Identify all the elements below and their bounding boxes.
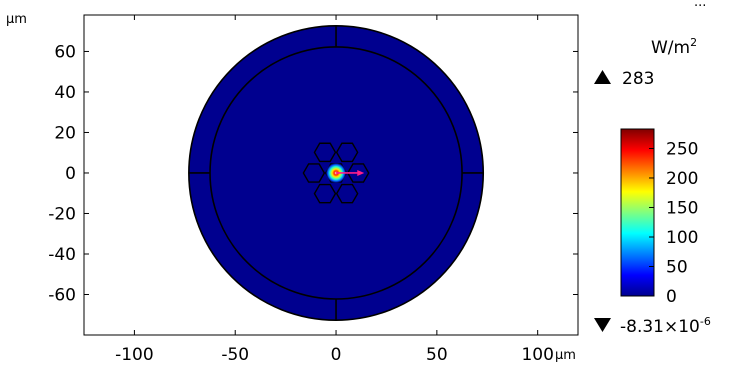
colorbar-tick-label: 200 [666,169,698,189]
axes-frame [83,14,579,336]
x-axis-ticks: -100 -50 0 50 100 [115,15,554,365]
colorbar-gradient [620,128,655,297]
plot-area [188,24,485,321]
y-axis-ticks: 60 40 20 0 -20 -40 -60 [48,42,578,305]
colorbar-tick-label: 100 [666,228,698,248]
x-tick-label: 0 [331,345,342,365]
air-hole-6 [335,183,359,204]
colorbar-tick-label: 0 [666,287,677,307]
x-tick-label: 100 [521,345,553,365]
colorbar-ticks: 250 200 150 100 50 0 [649,139,698,307]
colorbar-min-value: -8.31×10-6 [620,315,711,337]
air-hole-1 [313,142,337,163]
field-arrow-head [357,169,365,176]
colorbar: W/m2 283 250 200 150 100 50 0 -8.31×10-6 [594,36,711,337]
max-marker-icon [594,70,611,84]
corner-label: ... [694,0,706,10]
x-axis-unit: μm [555,348,576,363]
core-hexagon [324,163,348,183]
colorbar-tick-label: 150 [666,198,698,218]
colorbar-min-exp: -6 [700,315,711,328]
air-hole-5 [313,183,337,204]
y-tick-label: -60 [48,285,76,305]
air-hole-3 [302,163,326,183]
colorbar-tick-label: 250 [666,139,698,159]
colorbar-min-mantissa: -8.31×10 [620,317,700,337]
x-tick-label: -50 [221,345,249,365]
y-tick-label: 60 [54,42,76,62]
colorbar-max-value: 283 [622,69,654,89]
min-marker-icon [594,318,611,332]
y-tick-label: -40 [48,245,76,265]
x-tick-label: -100 [115,345,154,365]
y-axis-unit: μm [6,12,27,27]
y-tick-label: 40 [54,83,76,103]
x-tick-label: 50 [426,345,448,365]
air-hole-2 [335,142,359,163]
y-tick-label: 20 [54,123,76,143]
y-tick-label: 0 [65,164,76,184]
colorbar-unit-base: W/m [651,38,690,58]
colorbar-unit-exp: 2 [690,36,697,49]
colorbar-tick-label: 50 [666,257,688,277]
colorbar-unit: W/m2 [651,36,697,58]
y-tick-label: -20 [48,204,76,224]
